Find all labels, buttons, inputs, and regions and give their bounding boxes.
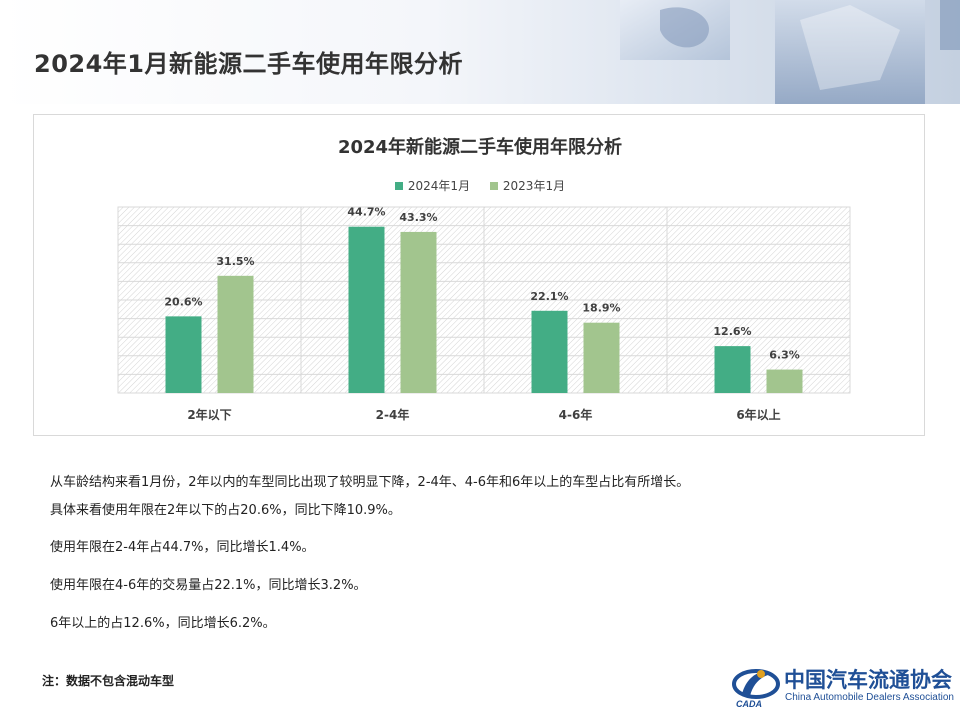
category-labels-group: 2年以下 2-4年 4-6年 6年以上: [187, 407, 780, 422]
category-label: 4-6年: [559, 407, 593, 422]
cada-logo-mark: CADA: [732, 669, 780, 709]
header-decoration: [620, 0, 960, 104]
analysis-line-1: 从车龄结构来看1月份，2年以内的车型同比出现了较明显下降，2-4年、4-6年和6…: [50, 475, 690, 490]
legend-item-2023: 2023年1月: [489, 177, 566, 194]
legend-label-2024: 2024年1月: [407, 179, 471, 193]
data-label: 18.9%: [582, 302, 620, 315]
analysis-line-4: 使用年限在4-6年的交易量占22.1%，同比增长3.2%。: [50, 578, 367, 593]
bar-2023-0: [217, 275, 254, 393]
legend-label-2023: 2023年1月: [502, 179, 566, 193]
bar-2024-2: [531, 310, 568, 393]
data-labels-group: 20.6% 31.5% 44.7% 43.3% 22.1% 18.9% 12.6% 6.3%: [164, 206, 799, 362]
legend-swatch-2023: [489, 181, 498, 190]
bar-2024-3: [714, 346, 751, 393]
bar-chart: 20.6%31.5%44.7% 43.3%22.1%18.9%12.6%6.3% …: [117, 206, 851, 422]
bar-2024-1: [348, 226, 385, 393]
analysis-line-5: 6年以上的占12.6%，同比增长6.2%。: [50, 616, 276, 631]
data-label: 20.6%: [164, 295, 202, 308]
category-label: 2年以下: [187, 407, 231, 422]
data-label: 6.3%: [769, 349, 800, 362]
analysis-line-3: 使用年限在2-4年占44.7%，同比增长1.4%。: [50, 540, 315, 555]
chart-title: 2024年新能源二手车使用年限分析: [337, 137, 623, 158]
logo-text-en: China Automobile Dealers Association: [785, 692, 954, 703]
page-title: 2024年1月新能源二手车使用年限分析: [34, 50, 463, 78]
bars-group: [165, 226, 803, 393]
logo-mark-text: CADA: [736, 699, 762, 709]
data-label: 44.7%: [347, 206, 385, 219]
legend-item-2024: 2024年1月: [394, 177, 471, 194]
data-label: 31.5%: [216, 255, 254, 268]
legend-swatch-2024: [394, 181, 403, 190]
cada-logo: CADA 中国汽车流通协会 China Automobile Dealers A…: [728, 660, 954, 710]
bar-2023-3: [766, 369, 803, 393]
category-label: 2-4年: [376, 407, 410, 422]
bar-2024-0: [165, 316, 202, 393]
data-label: 22.1%: [530, 290, 568, 303]
header-banner: 2024年1月新能源二手车使用年限分析: [0, 0, 960, 104]
data-label: 43.3%: [399, 211, 437, 224]
logo-text-cn: 中国汽车流通协会: [784, 667, 952, 692]
analysis-line-2: 具体来看使用年限在2年以下的占20.6%，同比下降10.9%。: [50, 503, 401, 518]
data-label: 12.6%: [713, 325, 751, 338]
category-label: 6年以上: [736, 407, 780, 422]
footnote: 注：数据不包含混动车型: [42, 674, 175, 688]
chart-legend: 2024年1月 2023年1月: [34, 177, 926, 194]
bar-2023-1: [400, 231, 437, 393]
chart-frame: 20.6% 31.5% 44.7% 43.3% 22.1% 18.9% 12.6% 6.3% …: [33, 114, 925, 436]
bar-2023-2: [583, 322, 620, 393]
